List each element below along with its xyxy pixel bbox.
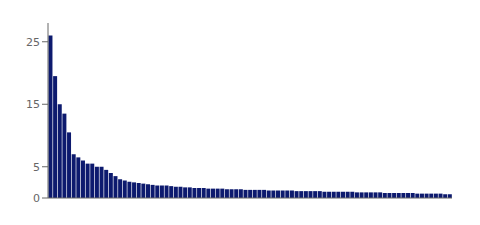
svg-text:5: 5 (33, 161, 40, 174)
svg-text:0: 0 (33, 192, 40, 205)
svg-text:15: 15 (26, 98, 40, 111)
svg-text:25: 25 (26, 36, 40, 49)
